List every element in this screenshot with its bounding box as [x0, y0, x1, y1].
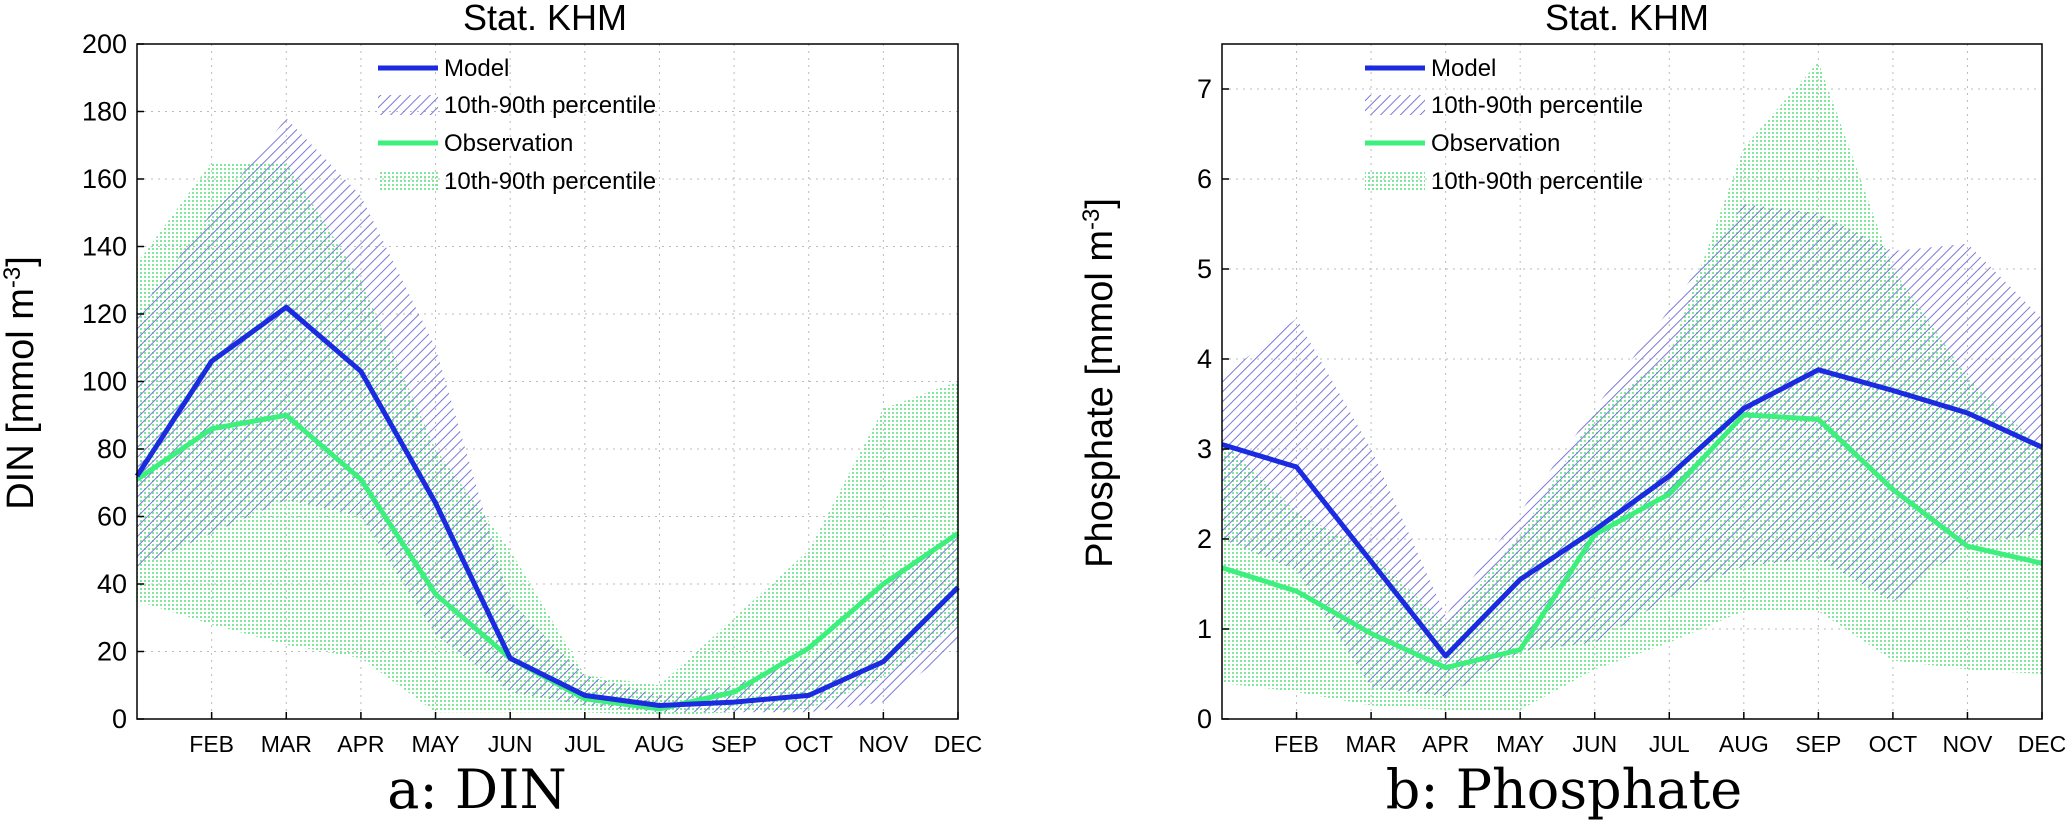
legend: Model 10th-90th percentile Observation 10th… [378, 55, 656, 195]
series-lines [1221, 367, 2044, 671]
legend-swatch-observation-band [1365, 171, 1425, 191]
y-tick-label: 6 [1197, 164, 1212, 194]
y-tick-label: 1 [1197, 614, 1212, 644]
panel-caption: b: Phosphate [1386, 758, 1742, 821]
legend: Model 10th-90th percentile Observation 10th… [1365, 55, 1643, 195]
x-tick-label: SEP [1795, 731, 1841, 757]
x-tick-label: AUG [635, 731, 685, 757]
y-tick-label: 180 [82, 97, 127, 127]
x-tick-label: MAY [1496, 731, 1544, 757]
y-tick-label: 4 [1197, 344, 1212, 374]
y-tick-label: 80 [97, 434, 127, 464]
y-tick-label: 200 [82, 29, 127, 59]
y-tick-label: 2 [1197, 524, 1212, 554]
model-percentile-band [1222, 204, 2042, 697]
x-ticks: FEB MAR APR MAY JUN JUL AUG SEP OCT NOV DEC [189, 712, 982, 757]
y-tick-label: 140 [82, 232, 127, 262]
y-tick-label: 0 [1197, 704, 1212, 734]
model-percentile-band [137, 118, 958, 713]
y-tick-label: 120 [82, 299, 127, 329]
model-line [134, 304, 960, 708]
legend-swatch-model-band [1365, 95, 1425, 115]
x-tick-label: APR [1422, 731, 1469, 757]
percentile-bands [1222, 62, 2042, 710]
x-tick-label: JUN [488, 731, 533, 757]
x-tick-label: MAR [1346, 731, 1397, 757]
legend-label: Observation [444, 130, 573, 157]
y-tick-label: 100 [82, 367, 127, 397]
x-ticks: FEB MAR APR MAY JUN JUL AUG SEP OCT NOV DEC [1274, 712, 2066, 757]
y-tick-label: 60 [97, 502, 127, 532]
x-tick-label: OCT [784, 731, 833, 757]
y-tick-label: 5 [1197, 254, 1212, 284]
panel-caption: a: DIN [387, 758, 566, 821]
chart-panel-b: Stat. KHM 0 1 2 3 4 5 6 7 FEB MAR APR MAY JUN JUL AUG… [1078, 0, 2066, 821]
y-ticks: 0 1 2 3 4 5 6 7 [1197, 74, 1229, 734]
legend-label: 10th-90th percentile [1431, 168, 1643, 195]
y-tick-label: 40 [97, 569, 127, 599]
y-tick-label: 0 [112, 704, 127, 734]
y-axis-label: DIN [mmol m-3] [0, 256, 42, 510]
y-axis-label: Phosphate [mmol m-3] [1078, 198, 1121, 568]
legend-label: Observation [1431, 130, 1560, 157]
x-tick-label: MAY [411, 731, 459, 757]
chart-panel-a: Stat. KHM 0 20 40 60 80 100 120 140 160 180 200 FE… [0, 0, 982, 821]
x-tick-label: DEC [2018, 731, 2067, 757]
x-tick-label: FEB [1274, 731, 1319, 757]
y-tick-label: 160 [82, 164, 127, 194]
x-tick-label: JUL [1649, 731, 1690, 757]
percentile-bands [137, 118, 958, 716]
observation-line [1221, 412, 2043, 671]
legend-label: Model [1431, 55, 1496, 82]
model-line [1221, 367, 2044, 659]
x-tick-label: NOV [858, 731, 909, 757]
y-tick-label: 3 [1197, 434, 1212, 464]
plot-frame [1221, 43, 2043, 720]
chart-title: Stat. KHM [463, 0, 627, 38]
x-tick-label: MAR [261, 731, 312, 757]
x-tick-label: JUL [564, 731, 605, 757]
legend-label: Model [444, 55, 509, 82]
legend-label: 10th-90th percentile [444, 92, 656, 119]
legend-label: 10th-90th percentile [1431, 92, 1643, 119]
x-tick-label: SEP [711, 731, 757, 757]
x-tick-label: NOV [1943, 731, 1994, 757]
chart-title: Stat. KHM [1545, 0, 1709, 38]
x-tick-label: FEB [189, 731, 234, 757]
y-tick-label: 7 [1197, 74, 1212, 104]
x-tick-label: JUN [1572, 731, 1617, 757]
legend-swatch-model-band [378, 95, 438, 115]
x-tick-label: AUG [1719, 731, 1769, 757]
y-tick-label: 20 [97, 637, 127, 667]
series-lines [134, 304, 960, 712]
x-tick-label: DEC [934, 731, 983, 757]
x-tick-label: OCT [1869, 731, 1918, 757]
legend-swatch-observation-band [378, 171, 438, 191]
legend-label: 10th-90th percentile [444, 168, 656, 195]
x-tick-label: APR [337, 731, 384, 757]
y-ticks: 0 20 40 60 80 100 120 140 160 180 200 [82, 29, 144, 734]
